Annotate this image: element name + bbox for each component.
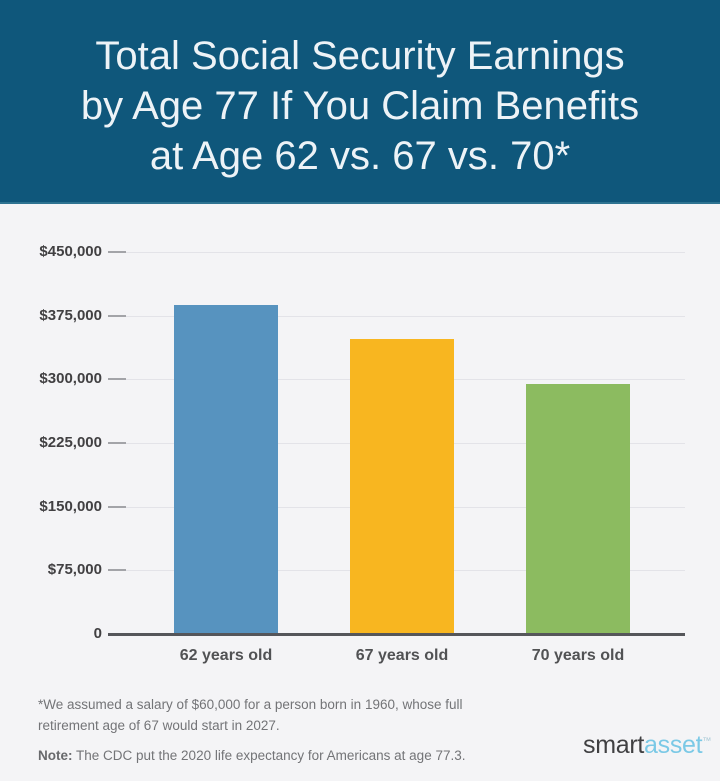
x-axis-label-67-years-old: 67 years old xyxy=(355,647,449,664)
smartasset-logo: smartasset™ xyxy=(583,731,711,760)
y-tick-label-150000: $150,000 xyxy=(39,498,102,515)
x-axis-label-62-years-old: 62 years old xyxy=(179,647,273,664)
y-tick-label-375000: $375,000 xyxy=(39,307,102,324)
footnotes-block: *We assumed a salary of $60,000 for a pe… xyxy=(38,694,516,775)
chart-title-line-2: by Age 77 If You Claim Benefits xyxy=(80,84,640,128)
chart-title: Total Social Security Earnings by Age 77… xyxy=(0,0,720,181)
y-tick-label-300000: $300,000 xyxy=(39,370,102,387)
x-axis-baseline xyxy=(108,633,685,636)
logo-trademark-icon: ™ xyxy=(702,735,711,746)
bar-chart: $450,000 $375,000 $300,000 $225,000 $150,000… xyxy=(0,204,720,682)
chart-title-banner: Total Social Security Earnings by Age 77… xyxy=(0,0,720,204)
y-tick-225000 xyxy=(108,442,126,444)
y-tick-label-450000: $450,000 xyxy=(39,243,102,260)
y-tick-75000 xyxy=(108,569,126,571)
bar-67-years-old xyxy=(350,338,454,634)
y-tick-150000 xyxy=(108,506,126,508)
chart-title-line-3: at Age 62 vs. 67 vs. 70* xyxy=(149,134,571,178)
footnote-cdc-note: Note: The CDC put the 2020 life expectan… xyxy=(38,745,516,766)
bar-70-years-old xyxy=(526,383,630,634)
y-tick-label-225000: $225,000 xyxy=(39,434,102,451)
y-tick-label-75000: $75,000 xyxy=(47,561,102,578)
x-axis-label-70-years-old: 70 years old xyxy=(531,647,625,664)
bar-62-years-old xyxy=(174,304,278,634)
gridline-450000 xyxy=(108,252,685,253)
logo-text-asset: asset xyxy=(644,731,703,759)
y-tick-375000 xyxy=(108,315,126,317)
note-label: Note: xyxy=(38,748,73,763)
chart-title-line-1: Total Social Security Earnings xyxy=(95,34,625,78)
y-tick-300000 xyxy=(108,378,126,380)
y-tick-label-0: 0 xyxy=(93,625,102,642)
note-text: The CDC put the 2020 life expectancy for… xyxy=(72,748,466,763)
footnote-assumption: *We assumed a salary of $60,000 for a pe… xyxy=(38,697,463,733)
gridline-375000 xyxy=(108,316,685,317)
y-tick-450000 xyxy=(108,251,126,253)
logo-text-smart: smart xyxy=(583,731,645,759)
